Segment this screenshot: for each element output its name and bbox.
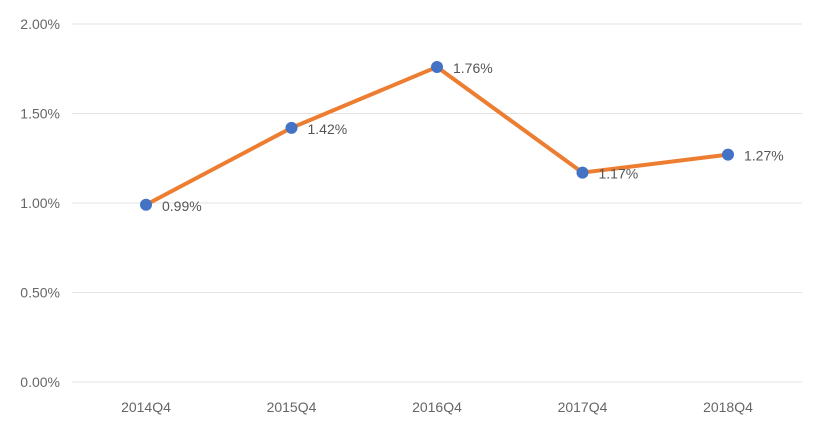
y-axis-ticks: 0.00% 0.50% 1.00% 1.50% 2.00% <box>20 16 60 390</box>
gridlines <box>72 23 802 383</box>
markers <box>140 60 734 211</box>
data-labels: 0.99% 1.42% 1.76% 1.17% 1.27% <box>162 60 784 214</box>
x-axis-ticks: 2014Q4 2015Q4 2016Q4 2017Q4 2018Q4 <box>121 399 753 415</box>
data-point-marker <box>431 60 443 73</box>
data-point-marker <box>576 166 589 179</box>
y-tick-label: 0.50% <box>20 285 60 301</box>
data-label: 1.42% <box>308 121 348 137</box>
x-tick-label: 2015Q4 <box>267 399 317 415</box>
series-group <box>144 64 730 207</box>
x-tick-label: 2016Q4 <box>412 399 462 415</box>
data-point-marker <box>140 198 152 211</box>
data-label: 0.99% <box>162 198 202 214</box>
x-tick-label: 2017Q4 <box>558 399 608 415</box>
data-point-marker <box>285 121 298 134</box>
data-point-marker <box>722 148 734 161</box>
data-label: 1.27% <box>744 148 784 164</box>
y-tick-label: 2.00% <box>20 16 60 32</box>
x-tick-label: 2018Q4 <box>703 399 753 415</box>
data-label: 1.17% <box>599 166 639 182</box>
data-label: 1.76% <box>453 60 493 76</box>
y-tick-label: 0.00% <box>20 374 60 390</box>
series-line <box>144 64 730 207</box>
x-tick-label: 2014Q4 <box>121 399 171 415</box>
y-tick-label: 1.50% <box>20 106 60 122</box>
y-tick-label: 1.00% <box>20 195 60 211</box>
